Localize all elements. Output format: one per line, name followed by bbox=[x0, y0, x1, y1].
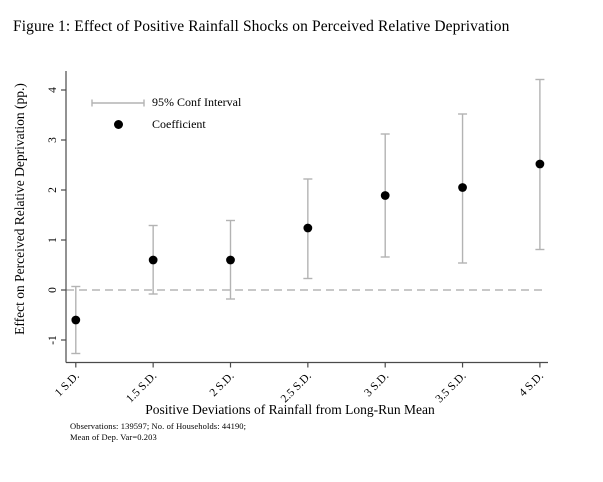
legend-coefficient-label: Coefficient bbox=[152, 117, 206, 131]
coefficient-dot bbox=[71, 315, 81, 325]
coefficient-dot bbox=[303, 223, 313, 233]
y-tick-label: 4 bbox=[47, 87, 59, 93]
x-tick-label: 1.5 S.D. bbox=[124, 370, 159, 405]
coefficient-dot bbox=[226, 255, 235, 265]
legend-row-coefficient: Coefficient bbox=[90, 116, 241, 133]
y-tick-label: 0 bbox=[47, 287, 59, 293]
x-tick-label: 2 S.D. bbox=[208, 370, 237, 399]
coefficient-dot bbox=[458, 183, 467, 192]
y-tick-label: -1 bbox=[47, 335, 59, 345]
legend-ci-label: 95% Conf Interval bbox=[152, 95, 242, 109]
coefficient-dot bbox=[380, 191, 390, 200]
legend-row-ci: 95% Conf Interval bbox=[90, 94, 241, 111]
y-tick-label: 2 bbox=[47, 187, 59, 193]
note-line-1: Observations: 139597; No. of Households:… bbox=[70, 421, 247, 431]
figure-note: Observations: 139597; No. of Households:… bbox=[70, 421, 246, 442]
x-tick-label: 1 S.D. bbox=[53, 370, 82, 399]
coefficient-dot bbox=[535, 159, 545, 169]
x-tick-label: 4 S.D. bbox=[517, 370, 546, 399]
note-line-2: Mean of Dep. Var=0.203 bbox=[70, 431, 157, 442]
y-tick-label: 1 bbox=[47, 237, 59, 243]
x-axis-title: Positive Deviations of Rainfall from Lon… bbox=[145, 402, 435, 417]
coefficient-dot-icon bbox=[90, 120, 146, 129]
chart-legend: 95% Conf Interval Coefficient bbox=[90, 94, 241, 133]
x-tick-label: 2.5 S.D. bbox=[279, 370, 314, 405]
coefficient-dot bbox=[148, 255, 158, 265]
x-tick-label: 3 S.D. bbox=[362, 370, 391, 399]
y-axis-title: Effect on Perceived Relative Deprivation… bbox=[12, 83, 27, 335]
x-tick-label: 3.5 S.D. bbox=[434, 370, 469, 405]
ci-interval-sample-icon bbox=[90, 97, 146, 109]
y-tick-label: 3 bbox=[47, 137, 59, 143]
figure-title: Figure 1: Effect of Positive Rainfall Sh… bbox=[13, 18, 510, 35]
